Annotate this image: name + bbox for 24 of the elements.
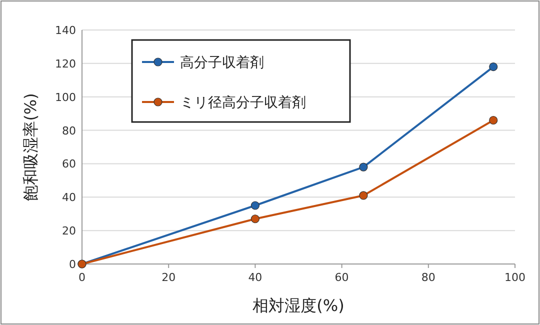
x-tick-label: 0 — [78, 271, 86, 284]
y-tick-label: 100 — [55, 90, 76, 104]
point — [489, 116, 498, 125]
y-tick-label: 140 — [55, 24, 76, 37]
y-tick-label: 60 — [62, 158, 76, 171]
y-tick-label: 120 — [55, 57, 76, 70]
y-axis-title: 飽和吸湿率(%) — [21, 93, 40, 201]
x-axis-title: 相対湿度(%) — [252, 296, 344, 315]
point — [250, 214, 260, 224]
legend-label: ミリ径高分子収着剤 — [180, 95, 306, 111]
x-tick-label: 60 — [334, 271, 349, 284]
y-tick-label: 80 — [62, 124, 76, 138]
point — [489, 62, 498, 72]
point — [359, 162, 368, 172]
x-tick-label: 80 — [421, 271, 436, 284]
x-tick-label: 40 — [248, 271, 262, 284]
y-tick-label: 0 — [69, 258, 76, 271]
x-tick-label: 100 — [504, 271, 526, 284]
point — [359, 191, 368, 200]
point — [250, 201, 260, 210]
legend-label: 高分子収着剤 — [180, 55, 264, 71]
y-tick-label: 40 — [62, 191, 76, 204]
x-tick-label: 20 — [162, 271, 176, 284]
y-tick-label: 20 — [62, 224, 76, 238]
